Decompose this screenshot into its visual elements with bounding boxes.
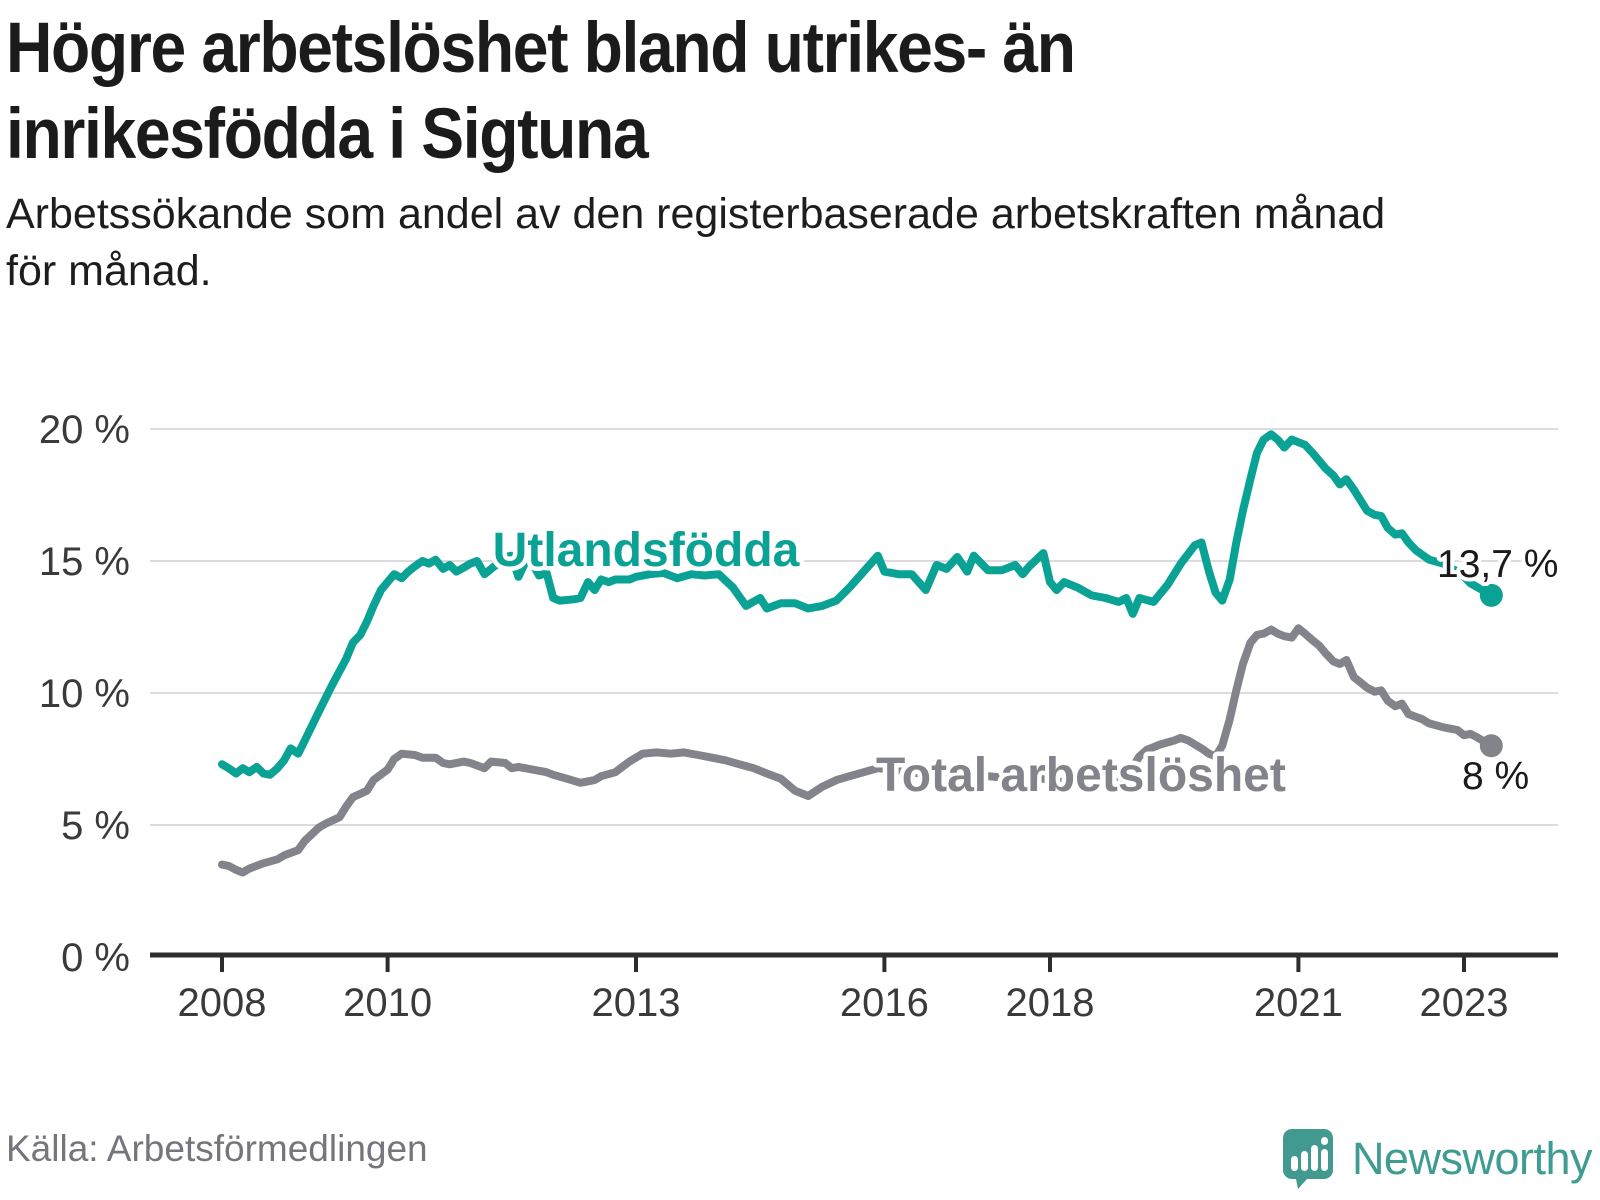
chart-title-line2: inrikesfödda i Sigtuna bbox=[6, 94, 649, 174]
brand-name: Newsworthy bbox=[1351, 1133, 1593, 1184]
gridlines bbox=[150, 428, 1558, 826]
y-tick-label-20: 20 % bbox=[39, 408, 130, 452]
x-tick-label-2013: 2013 bbox=[592, 981, 681, 1025]
series-end-dot-total-arbetsloshet bbox=[1479, 734, 1503, 758]
x-tick-label-2023: 2023 bbox=[1420, 981, 1509, 1025]
chart-subtitle: Arbetssökande som andel av den registerb… bbox=[6, 186, 1566, 300]
series-line-utlandsfodda bbox=[218, 430, 1496, 779]
chart-title: Högre arbetslöshet bland utrikes- än inri… bbox=[6, 6, 1291, 178]
series-lines bbox=[218, 430, 1503, 877]
series-annotations: Utlandsfödda 13,7 % Total arbetslöshet 8 % bbox=[488, 520, 1562, 807]
y-tick-label-10: 10 % bbox=[39, 672, 130, 716]
x-tick-label-2021: 2021 bbox=[1254, 981, 1343, 1025]
series-label-utlandsfodda: Utlandsfödda bbox=[493, 524, 800, 577]
chart-subtitle-line2: för månad. bbox=[6, 246, 212, 295]
series-line-total-arbetsloshet bbox=[218, 624, 1496, 877]
y-tick-label-0: 0 % bbox=[61, 936, 130, 980]
x-axis bbox=[150, 952, 1558, 972]
series-end-value-label-total-arbetsloshet: 8 % bbox=[1462, 755, 1529, 798]
x-tick-label-2016: 2016 bbox=[840, 981, 929, 1025]
brand-lockup: Newsworthy bbox=[1282, 1128, 1593, 1190]
y-tick-label-15: 15 % bbox=[39, 540, 130, 584]
chart-subtitle-line1: Arbetssökande som andel av den registerb… bbox=[6, 190, 1386, 238]
y-axis-labels: 0 % 5 % 10 % 15 % 20 % bbox=[39, 408, 130, 980]
y-tick-label-5: 5 % bbox=[61, 804, 130, 848]
series-end-dot-utlandsfodda bbox=[1479, 583, 1503, 607]
series-end-value-label-utlandsfodda: 13,7 % bbox=[1437, 543, 1558, 586]
x-tick-label-2018: 2018 bbox=[1006, 981, 1095, 1025]
series-label-total-arbetsloshet: Total arbetslöshet bbox=[876, 749, 1286, 802]
x-tick-label-2010: 2010 bbox=[343, 981, 432, 1025]
newsworthy-logo-icon bbox=[1282, 1129, 1333, 1189]
x-axis-labels: 2008 2010 2013 2016 2018 2021 2023 bbox=[178, 981, 1509, 1025]
x-tick-label-2008: 2008 bbox=[178, 981, 267, 1025]
chart-title-line1: Högre arbetslöshet bland utrikes- än bbox=[6, 9, 1076, 88]
source-note: Källa: Arbetsförmedlingen bbox=[6, 1128, 428, 1169]
